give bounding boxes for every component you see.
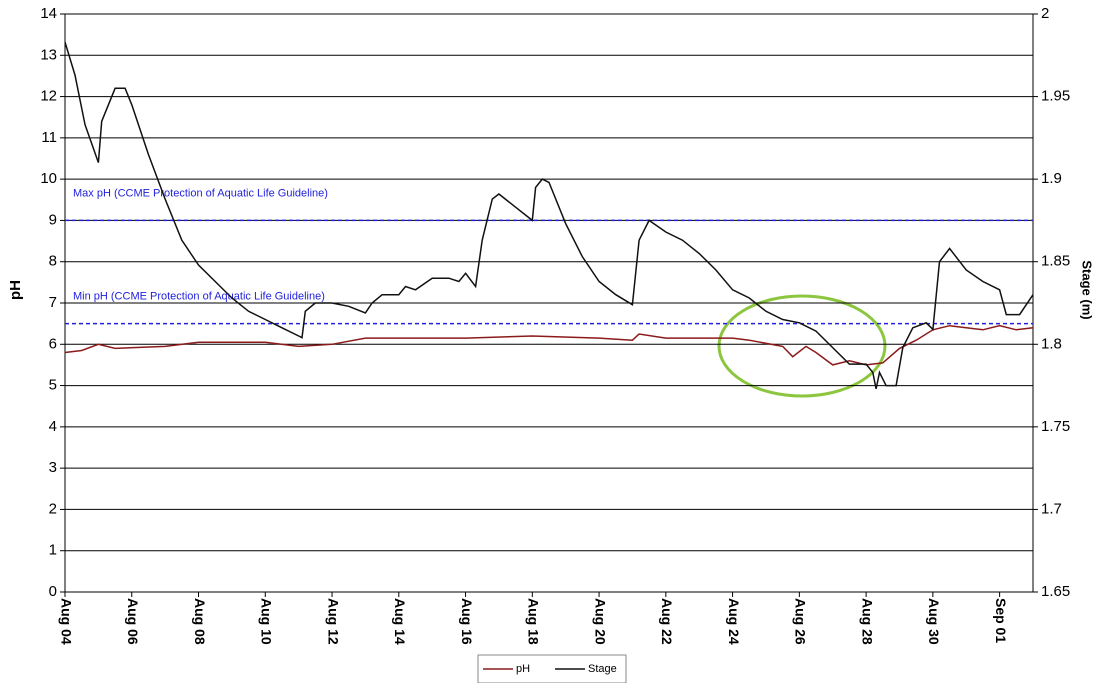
- x-tick-label: Aug 08: [192, 598, 208, 645]
- y-tick-label: 3: [49, 459, 57, 476]
- legend-label: pH: [516, 663, 530, 675]
- x-tick-label: Aug 26: [793, 598, 809, 645]
- y-tick-label: 9: [49, 211, 57, 228]
- y2-tick-label: 1.7: [1041, 500, 1062, 517]
- x-tick-label: Aug 14: [392, 598, 408, 645]
- y-tick-label: 13: [40, 46, 57, 63]
- guideline-label: Max pH (CCME Protection of Aquatic Life …: [73, 187, 328, 199]
- y-axis-title: pH: [7, 280, 24, 300]
- y-tick-label: 4: [49, 418, 57, 435]
- y-tick-label: 14: [40, 5, 57, 22]
- x-tick-label: Aug 22: [659, 598, 675, 645]
- series-line: [64, 324, 1034, 366]
- y2-tick-label: 1.95: [1041, 88, 1070, 105]
- x-tick-label: Aug 12: [325, 598, 341, 645]
- legend-label: Stage: [588, 663, 617, 675]
- x-tick-label: Aug 24: [726, 598, 742, 645]
- x-tick-label: Aug 30: [926, 598, 942, 645]
- x-tick-label: Aug 16: [459, 598, 475, 645]
- x-tick-label: Aug 20: [592, 598, 608, 645]
- x-tick-label: Aug 18: [526, 598, 542, 645]
- y-tick-label: 10: [40, 170, 57, 187]
- x-tick-label: Aug 28: [859, 598, 875, 645]
- y-tick-label: 8: [49, 253, 57, 270]
- y2-tick-label: 1.65: [1041, 583, 1070, 600]
- y-tick-label: 5: [49, 377, 57, 394]
- y2-tick-label: 1.75: [1041, 418, 1070, 435]
- y-tick-label: 12: [40, 88, 57, 105]
- y-tick-label: 0: [49, 583, 57, 600]
- guideline-label: Min pH (CCME Protection of Aquatic Life …: [73, 291, 325, 303]
- y2-axis-title: Stage (m): [1080, 260, 1095, 319]
- y-tick-label: 1: [49, 542, 57, 559]
- x-tick-label: Sep 01: [993, 598, 1009, 643]
- x-tick-label: Aug 04: [58, 598, 74, 645]
- series-line: [64, 41, 1034, 390]
- y2-tick-label: 2: [1041, 5, 1049, 22]
- y-tick-label: 7: [49, 294, 57, 311]
- y2-tick-label: 1.85: [1041, 253, 1070, 270]
- y-tick-label: 11: [41, 129, 57, 146]
- x-tick-label: Aug 06: [125, 598, 141, 645]
- y2-tick-label: 1.8: [1041, 335, 1062, 352]
- y-tick-label: 2: [49, 500, 57, 517]
- highlight-ellipse: [717, 294, 887, 398]
- plot-frame: [64, 13, 1034, 593]
- y2-tick-label: 1.9: [1041, 170, 1062, 187]
- x-tick-label: Aug 10: [259, 598, 275, 645]
- y-tick-label: 6: [49, 335, 57, 352]
